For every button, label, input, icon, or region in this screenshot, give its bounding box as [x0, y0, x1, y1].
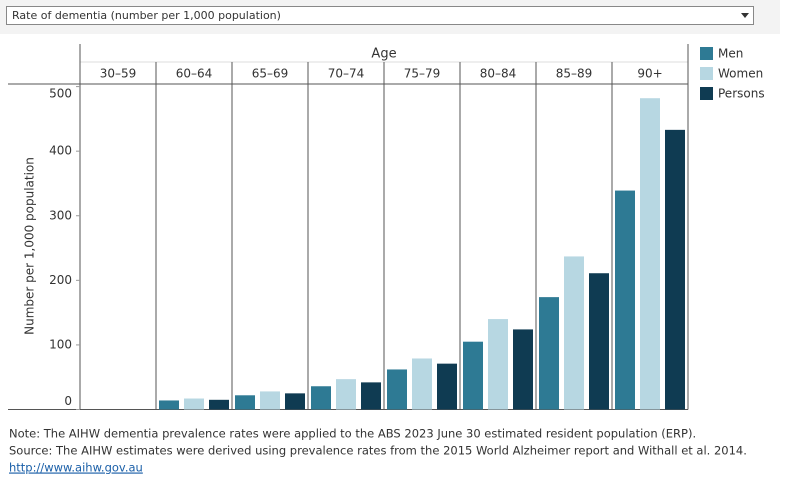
bar	[539, 297, 559, 410]
column-header: 80–84	[480, 67, 517, 81]
y-tick-label: 300	[49, 208, 72, 222]
bar	[209, 399, 229, 410]
bar	[513, 329, 533, 410]
column-header: 30–59	[100, 67, 137, 81]
y-tick-label: 400	[49, 144, 72, 158]
y-title: Number per 1,000 population	[23, 157, 37, 335]
legend-label: Men	[718, 47, 743, 61]
bar	[615, 190, 635, 410]
legend-swatch	[700, 47, 713, 60]
y-tick-label: 200	[49, 273, 72, 287]
bar	[336, 379, 356, 410]
bar	[412, 358, 432, 410]
bar	[640, 98, 660, 410]
source: Source: The AIHW estimates were derived …	[9, 444, 747, 458]
legend-swatch	[700, 87, 713, 100]
x-title: Age	[371, 47, 396, 62]
column-header: 90+	[637, 67, 662, 81]
y-tick-label: 0	[64, 394, 72, 408]
dropdown-label: Rate of dementia (number per 1,000 popul…	[12, 9, 281, 22]
column-header: 75–79	[404, 67, 441, 81]
bar	[184, 398, 204, 410]
bar	[564, 256, 584, 410]
y-tick-label: 500	[49, 87, 72, 101]
column-header: 85–89	[556, 67, 593, 81]
bar	[159, 400, 179, 410]
bar	[488, 319, 508, 410]
bar	[589, 273, 609, 410]
legend-label: Persons	[718, 87, 765, 101]
bar	[665, 129, 685, 410]
bar	[387, 369, 407, 410]
note: Note: The AIHW dementia prevalence rates…	[9, 427, 696, 441]
column-header: 60–64	[176, 67, 213, 81]
bar	[361, 382, 381, 410]
bar	[437, 363, 457, 410]
dropdown-arrow	[741, 13, 749, 18]
dropdown[interactable]	[6, 6, 754, 25]
column-header: 65–69	[252, 67, 289, 81]
legend-label: Women	[718, 67, 763, 81]
bar	[311, 386, 331, 410]
bar	[463, 341, 483, 410]
legend-swatch	[700, 67, 713, 80]
column-header: 70–74	[328, 67, 365, 81]
bar	[235, 395, 255, 410]
bar	[285, 393, 305, 410]
y-tick-label: 100	[49, 337, 72, 351]
link[interactable]: http://www.aihw.gov.au	[9, 461, 143, 475]
bar	[260, 391, 280, 410]
